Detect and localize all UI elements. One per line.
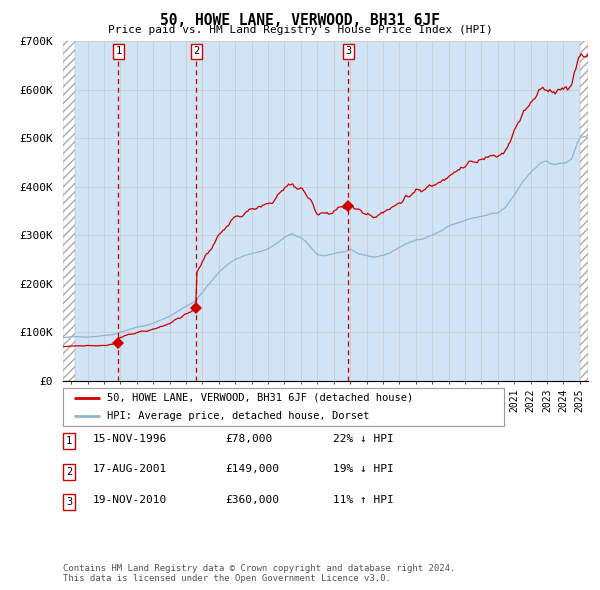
Text: £149,000: £149,000 <box>225 464 279 474</box>
Text: 1: 1 <box>115 47 122 57</box>
Text: 2: 2 <box>193 47 200 57</box>
Text: 3: 3 <box>66 497 72 507</box>
Text: Contains HM Land Registry data © Crown copyright and database right 2024.
This d: Contains HM Land Registry data © Crown c… <box>63 563 455 583</box>
Text: 22% ↓ HPI: 22% ↓ HPI <box>333 434 394 444</box>
Text: 1: 1 <box>66 436 72 446</box>
Text: 50, HOWE LANE, VERWOOD, BH31 6JF (detached house): 50, HOWE LANE, VERWOOD, BH31 6JF (detach… <box>107 393 413 403</box>
Text: 15-NOV-1996: 15-NOV-1996 <box>93 434 167 444</box>
Text: 11% ↑ HPI: 11% ↑ HPI <box>333 495 394 505</box>
Text: £78,000: £78,000 <box>225 434 272 444</box>
Text: 2: 2 <box>66 467 72 477</box>
Text: 19-NOV-2010: 19-NOV-2010 <box>93 495 167 505</box>
Text: HPI: Average price, detached house, Dorset: HPI: Average price, detached house, Dors… <box>107 411 370 421</box>
Bar <box>580 41 588 381</box>
Text: £360,000: £360,000 <box>225 495 279 505</box>
Text: 3: 3 <box>345 47 352 57</box>
Text: 17-AUG-2001: 17-AUG-2001 <box>93 464 167 474</box>
Text: 19% ↓ HPI: 19% ↓ HPI <box>333 464 394 474</box>
Text: Price paid vs. HM Land Registry's House Price Index (HPI): Price paid vs. HM Land Registry's House … <box>107 25 493 35</box>
Text: 50, HOWE LANE, VERWOOD, BH31 6JF: 50, HOWE LANE, VERWOOD, BH31 6JF <box>160 13 440 28</box>
Bar <box>63 41 76 381</box>
FancyBboxPatch shape <box>63 388 504 426</box>
